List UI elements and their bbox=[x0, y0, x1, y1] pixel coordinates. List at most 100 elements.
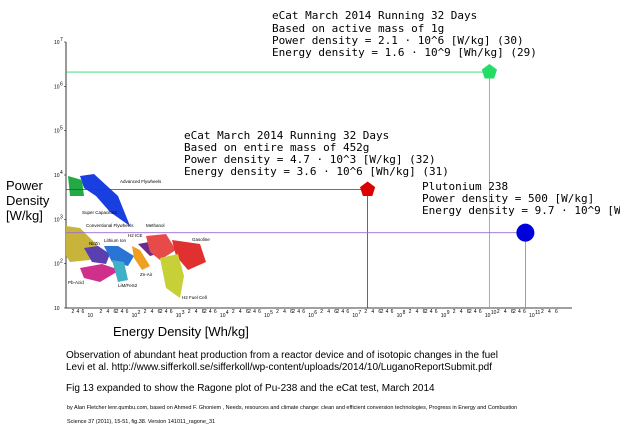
x-minor-tick-label: 2 bbox=[71, 309, 74, 315]
x-tick-label: 10 bbox=[352, 313, 358, 319]
annotation-plutonium-line3: Energy density = 9.7 · 10^9 [Wh/kg] bbox=[422, 204, 620, 217]
y-axis-label-line1: Power bbox=[6, 178, 44, 193]
region-lim-fes2 bbox=[112, 260, 128, 282]
x-minor-tick-label: 6 bbox=[126, 309, 129, 315]
y-tick-label: 10 bbox=[54, 84, 60, 90]
x-minor-tick-label: 6 bbox=[158, 309, 161, 315]
x-minor-tick-label: 4 bbox=[460, 309, 463, 315]
label-h2-fuel-cell: H2 Fuel Cell bbox=[182, 295, 207, 300]
x-minor-tick-label: 2 bbox=[248, 309, 251, 315]
x-tick-label: 10 bbox=[87, 313, 93, 319]
marker-ecat-active bbox=[481, 64, 497, 79]
x-tick-label: 10 bbox=[529, 313, 535, 319]
y-tick-exponent: 7 bbox=[60, 37, 63, 43]
y-tick-exponent: 5 bbox=[60, 126, 63, 132]
x-minor-tick-label: 4 bbox=[165, 309, 168, 315]
y-tick-label: 10 bbox=[54, 40, 60, 46]
x-tick-label: 10 bbox=[132, 313, 138, 319]
x-tick-exponent: 9 bbox=[447, 310, 450, 316]
y-tick-label: 10 bbox=[54, 217, 60, 223]
label-h2-ice: H2 ICE bbox=[128, 233, 143, 238]
x-tick-exponent: 8 bbox=[403, 310, 406, 316]
annotation-plutonium: Plutonium 238 Power density = 500 [W/kg]… bbox=[422, 180, 620, 217]
label-conventional-flywheels: Conventional Flywheels bbox=[86, 223, 134, 228]
region-ni-zn bbox=[84, 246, 110, 264]
x-minor-tick-label: 2 bbox=[336, 309, 339, 315]
y-tick-exponent: 4 bbox=[60, 170, 63, 176]
x-tick-label: 10 bbox=[485, 313, 491, 319]
x-minor-tick-label: 2 bbox=[144, 309, 147, 315]
x-minor-tick-label: 2 bbox=[160, 309, 163, 315]
x-tick-label: 10 bbox=[397, 313, 403, 319]
ragone-regions: Advanced Flywheels Super Capacitors Conv… bbox=[66, 174, 210, 300]
x-minor-tick-label: 6 bbox=[479, 309, 482, 315]
x-tick-label: 10 bbox=[264, 313, 270, 319]
x-minor-tick-label: 6 bbox=[202, 309, 205, 315]
annotation-plutonium-line1: Plutonium 238 bbox=[422, 180, 508, 193]
region-zn-air bbox=[132, 246, 150, 270]
x-minor-tick-label: 2 bbox=[204, 309, 207, 315]
guide-lines bbox=[66, 71, 526, 308]
x-minor-tick-label: 6 bbox=[246, 309, 249, 315]
x-tick-exponent: 11 bbox=[535, 310, 540, 316]
x-minor-tick-label: 6 bbox=[302, 309, 305, 315]
x-tick-label: 10 bbox=[308, 313, 314, 319]
x-minor-tick-label: 4 bbox=[430, 309, 433, 315]
credit-line1: by Alan Fletcher lenr.qumbu.com, based o… bbox=[67, 405, 518, 411]
label-zn-air: Zn-Air bbox=[140, 272, 153, 277]
x-minor-tick-label: 4 bbox=[195, 309, 198, 315]
x-minor-tick-label: 6 bbox=[378, 309, 381, 315]
x-minor-tick-label: 6 bbox=[113, 309, 116, 315]
y-tick-label: 10 bbox=[54, 262, 60, 268]
x-minor-tick-label: 6 bbox=[391, 309, 394, 315]
x-tick-exponent: 4 bbox=[226, 310, 229, 316]
caption-line2: Levi et al. http://www.sifferkoll.se/sif… bbox=[66, 362, 492, 373]
x-minor-tick-label: 2 bbox=[381, 309, 384, 315]
annotation-ecat-active-line1: eCat March 2014 Running 32 Days bbox=[272, 9, 477, 22]
x-minor-tick-label: 4 bbox=[106, 309, 109, 315]
annotation-ecat-entire: eCat March 2014 Running 32 Days Based on… bbox=[184, 129, 449, 178]
annotation-plutonium-line2: Power density = 500 [W/kg] bbox=[422, 192, 594, 205]
x-tick-exponent: 3 bbox=[182, 310, 185, 316]
y-tick-label: 10 bbox=[54, 173, 60, 179]
region-super-capacitors bbox=[68, 176, 84, 196]
annotation-ecat-active-line3: Power density = 2.1 · 10^6 [W/kg] (30) bbox=[272, 34, 524, 47]
x-minor-tick-label: 2 bbox=[453, 309, 456, 315]
y-tick-label: 10 bbox=[54, 306, 60, 312]
label-pb-acid: Pb-Acid bbox=[68, 280, 84, 285]
x-minor-tick-label: 2 bbox=[188, 309, 191, 315]
x-minor-tick-label: 2 bbox=[364, 309, 367, 315]
x-minor-tick-label: 2 bbox=[541, 309, 544, 315]
region-pb-acid bbox=[80, 264, 120, 282]
y-axis-label-line3: [W/kg] bbox=[6, 208, 43, 223]
region-gasoline bbox=[172, 240, 206, 270]
x-minor-tick-label: 4 bbox=[386, 309, 389, 315]
data-markers bbox=[360, 64, 535, 242]
annotation-ecat-active: eCat March 2014 Running 32 Days Based on… bbox=[272, 9, 537, 59]
annotation-ecat-entire-line2: Based on entire mass of 452g bbox=[184, 141, 369, 154]
x-minor-tick-label: 4 bbox=[209, 309, 212, 315]
label-ni-zn: Ni/Zn bbox=[89, 241, 100, 246]
x-tick-exponent: 5 bbox=[270, 310, 273, 316]
x-tick-exponent: 2 bbox=[138, 310, 141, 316]
x-minor-tick-label: 4 bbox=[341, 309, 344, 315]
caption-line3: Fig 13 expanded to show the Ragone plot … bbox=[66, 383, 435, 394]
x-minor-tick-label: 4 bbox=[239, 309, 242, 315]
x-minor-tick-label: 4 bbox=[76, 309, 79, 315]
x-minor-tick-label: 6 bbox=[346, 309, 349, 315]
x-minor-tick-label: 6 bbox=[523, 309, 526, 315]
x-axis-label: Energy Density [Wh/kg] bbox=[113, 324, 249, 339]
x-minor-tick-label: 6 bbox=[423, 309, 426, 315]
x-minor-tick-label: 2 bbox=[409, 309, 412, 315]
annotation-ecat-entire-line4: Energy density = 3.6 · 10^6 [Wh/kg] (31) bbox=[184, 165, 449, 178]
region-lithium-ion bbox=[104, 246, 134, 266]
x-tick-label: 10 bbox=[441, 313, 447, 319]
region-advanced-flywheels bbox=[80, 174, 130, 226]
x-minor-tick-label: 6 bbox=[214, 309, 217, 315]
label-gasoline: Gasoline bbox=[192, 237, 210, 242]
x-minor-tick-label: 4 bbox=[327, 309, 330, 315]
label-methanol: Methanol bbox=[146, 223, 165, 228]
x-minor-tick-label: 4 bbox=[518, 309, 521, 315]
x-minor-tick-label: 4 bbox=[151, 309, 154, 315]
